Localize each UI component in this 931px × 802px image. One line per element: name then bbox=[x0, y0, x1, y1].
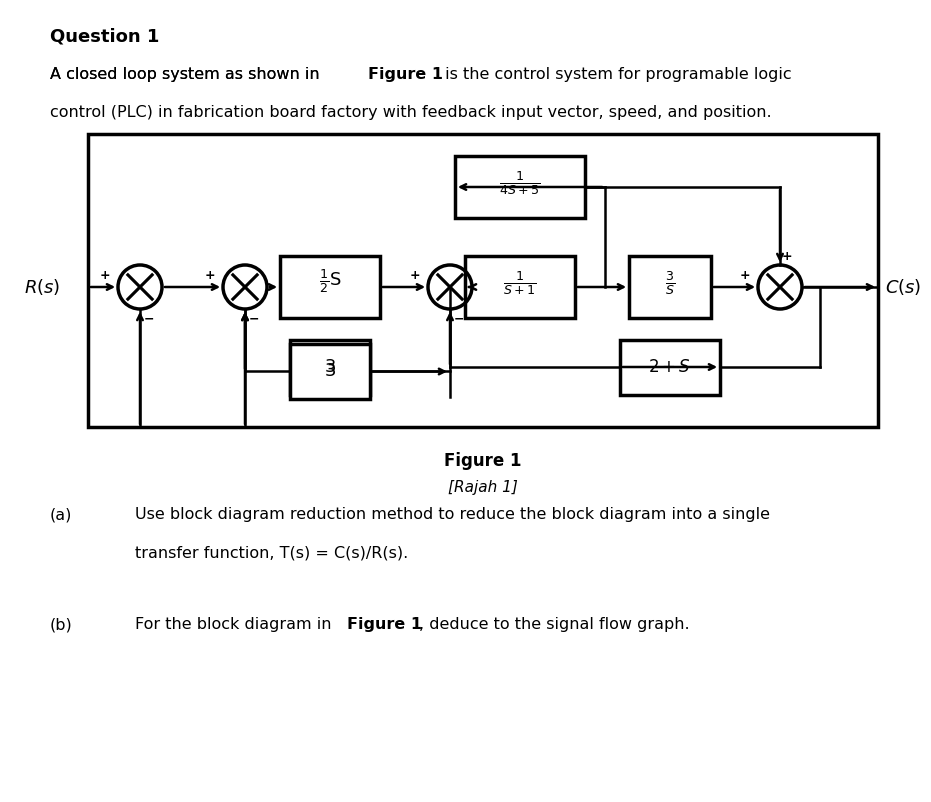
Text: $\frac{1}{2}$S: $\frac{1}{2}$S bbox=[318, 267, 342, 295]
FancyBboxPatch shape bbox=[455, 156, 585, 218]
Text: $R(s)$: $R(s)$ bbox=[23, 277, 60, 297]
Text: control (PLC) in fabrication board factory with feedback input vector, speed, an: control (PLC) in fabrication board facto… bbox=[50, 105, 772, 120]
Text: −: − bbox=[454, 313, 465, 326]
Text: $C(s)$: $C(s)$ bbox=[885, 277, 922, 297]
Text: , deduce to the signal flow graph.: , deduce to the signal flow graph. bbox=[419, 617, 690, 632]
Text: $3$: $3$ bbox=[324, 358, 336, 376]
Text: $\frac{3}{S}$: $\frac{3}{S}$ bbox=[665, 269, 675, 297]
Text: $2+S$: $2+S$ bbox=[649, 358, 692, 376]
Text: Figure 1: Figure 1 bbox=[368, 67, 443, 82]
Text: +: + bbox=[782, 250, 792, 263]
Text: A closed loop system as shown in: A closed loop system as shown in bbox=[50, 67, 325, 82]
Text: transfer function, T(s) = C(s)/R(s).: transfer function, T(s) = C(s)/R(s). bbox=[135, 545, 409, 560]
FancyBboxPatch shape bbox=[290, 339, 370, 395]
FancyBboxPatch shape bbox=[620, 339, 720, 395]
Text: [Rajah 1]: [Rajah 1] bbox=[448, 480, 518, 495]
Text: (b): (b) bbox=[50, 617, 73, 632]
FancyBboxPatch shape bbox=[465, 256, 575, 318]
FancyBboxPatch shape bbox=[629, 256, 711, 318]
Text: is the control system for programable logic: is the control system for programable lo… bbox=[440, 67, 791, 82]
Text: $3$: $3$ bbox=[324, 363, 336, 380]
Text: +: + bbox=[739, 269, 750, 282]
Text: For the block diagram in: For the block diagram in bbox=[135, 617, 337, 632]
Text: −: − bbox=[249, 313, 260, 326]
Text: +: + bbox=[205, 269, 215, 282]
Text: $\frac{1}{S+1}$: $\frac{1}{S+1}$ bbox=[504, 269, 537, 297]
Text: −: − bbox=[144, 313, 155, 326]
Text: Figure 1: Figure 1 bbox=[347, 617, 422, 632]
FancyBboxPatch shape bbox=[290, 344, 370, 399]
Text: $\frac{1}{4S+5}$: $\frac{1}{4S+5}$ bbox=[499, 169, 541, 197]
Text: +: + bbox=[410, 269, 420, 282]
FancyBboxPatch shape bbox=[280, 256, 380, 318]
Text: Use block diagram reduction method to reduce the block diagram into a single: Use block diagram reduction method to re… bbox=[135, 507, 770, 522]
Text: Question 1: Question 1 bbox=[50, 27, 159, 45]
Text: Figure 1: Figure 1 bbox=[444, 452, 521, 470]
Text: A closed loop system as shown in: A closed loop system as shown in bbox=[50, 67, 325, 82]
Text: +: + bbox=[100, 269, 110, 282]
Text: (a): (a) bbox=[50, 507, 73, 522]
